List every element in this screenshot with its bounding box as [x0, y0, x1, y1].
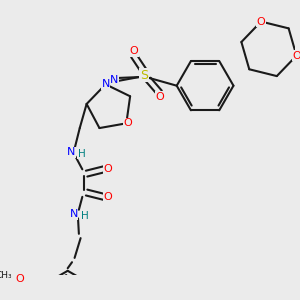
Text: N: N [101, 79, 110, 89]
Text: S: S [140, 69, 148, 82]
Text: O: O [155, 92, 164, 102]
Text: H: H [81, 211, 89, 221]
Text: N: N [110, 75, 118, 85]
Text: N: N [70, 209, 78, 219]
Text: O: O [257, 16, 266, 27]
Text: CH₃: CH₃ [0, 271, 12, 280]
Text: N: N [67, 147, 75, 157]
Text: O: O [129, 46, 138, 56]
Text: O: O [104, 192, 112, 202]
Text: O: O [15, 274, 24, 284]
Text: H: H [78, 149, 85, 159]
Text: O: O [124, 118, 132, 128]
Text: O: O [104, 164, 112, 174]
Text: O: O [292, 51, 300, 61]
